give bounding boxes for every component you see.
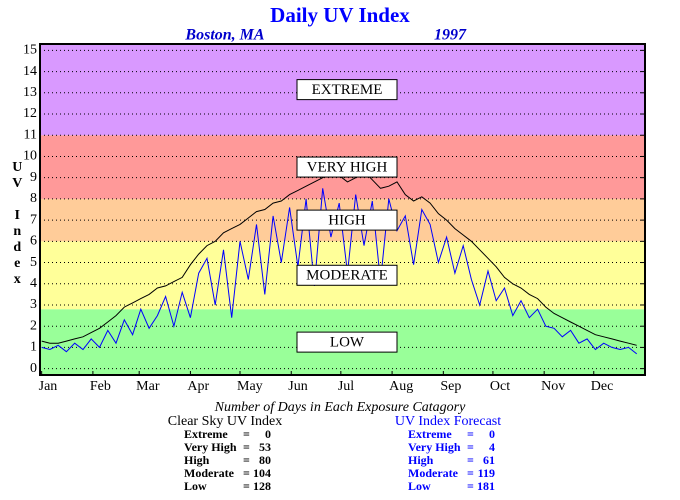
y-tick-label: 9 <box>30 170 37 185</box>
summary-count: 0 <box>489 427 495 441</box>
x-tick-label: Nov <box>541 379 565 394</box>
y-tick-label: 7 <box>30 212 37 227</box>
summary-count: 53 <box>259 440 271 454</box>
summary-count: 80 <box>259 453 271 467</box>
summary-category: Very High <box>184 440 237 454</box>
x-tick-label: Oct <box>490 379 510 394</box>
summary-category: Moderate <box>184 466 235 480</box>
summary-separator: = <box>243 427 250 441</box>
summary-separator: = <box>467 453 474 467</box>
summary-category: Extreme <box>408 427 452 441</box>
band-label: HIGH <box>328 213 366 229</box>
y-tick-label: 10 <box>23 149 37 164</box>
y-tick-label: 5 <box>30 255 37 270</box>
summary-category: Extreme <box>184 427 228 441</box>
band-label: EXTREME <box>312 82 383 98</box>
y-tick-label: 15 <box>23 43 37 58</box>
x-tick-label: Apr <box>187 379 209 394</box>
band-label: MODERATE <box>306 268 388 284</box>
x-tick-label: Mar <box>136 379 160 394</box>
summary-count: 0 <box>265 427 271 441</box>
y-tick-label: 1 <box>30 340 37 355</box>
summary-separator: = <box>243 479 250 493</box>
band-label: LOW <box>330 335 365 351</box>
y-tick-label: 13 <box>23 85 37 100</box>
summary-count: 119 <box>478 466 495 480</box>
summary-category: Moderate <box>408 466 459 480</box>
y-tick-label: 4 <box>30 276 37 291</box>
summary-count: 104 <box>253 466 271 480</box>
y-tick-label: 0 <box>30 361 37 376</box>
y-tick-label: 12 <box>23 106 37 121</box>
band-label-box <box>296 331 398 353</box>
y-tick-label: 2 <box>30 318 37 333</box>
subtitle-location: Boston, MA <box>184 27 264 44</box>
x-tick-label: Aug <box>389 379 413 394</box>
summary-category: Low <box>408 479 431 493</box>
x-tick-label: Dec <box>591 379 614 394</box>
band-label-box <box>296 264 398 286</box>
x-tick-label: Jan <box>39 379 58 394</box>
summary-category: High <box>184 453 210 467</box>
plot-frame <box>39 43 646 376</box>
summary-category: Low <box>184 479 207 493</box>
x-tick-label: Jul <box>338 379 354 394</box>
summary-separator: = <box>243 466 250 480</box>
summary-separator: = <box>467 466 474 480</box>
summary-heading: UV Index Forecast <box>395 414 501 429</box>
x-tick-label: May <box>237 379 263 394</box>
summary-separator: = <box>243 440 250 454</box>
y-tick-label: 3 <box>30 297 37 312</box>
summary-category: High <box>408 453 434 467</box>
chart-title: Daily UV Index <box>270 3 410 27</box>
summary-separator: = <box>467 479 474 493</box>
band-label-box <box>296 156 398 178</box>
summary-count: 128 <box>253 479 271 493</box>
band-label-box <box>296 79 398 101</box>
summary-separator: = <box>467 440 474 454</box>
uv-line <box>41 188 638 355</box>
y-axis-label: UV Index <box>10 160 25 288</box>
band-label-box <box>296 209 398 231</box>
summary-category: Very High <box>408 440 461 454</box>
summary-separator: = <box>243 453 250 467</box>
summary-separator: = <box>467 427 474 441</box>
y-tick-label: 14 <box>23 64 37 79</box>
y-tick-label: 11 <box>24 127 37 142</box>
y-tick-label: 6 <box>30 234 37 249</box>
band-label: VERY HIGH <box>307 160 388 176</box>
x-tick-label: Feb <box>90 379 111 394</box>
x-tick-label: Jun <box>288 379 307 394</box>
x-tick-label: Sep <box>440 379 461 394</box>
subtitle-year: 1997 <box>434 27 467 44</box>
summary-count: 61 <box>483 453 495 467</box>
summary-title: Number of Days in Each Exposure Catagory <box>214 400 466 415</box>
summary-count: 181 <box>477 479 495 493</box>
summary-count: 4 <box>489 440 495 454</box>
y-tick-label: 8 <box>30 191 37 206</box>
summary-heading: Clear Sky UV Index <box>168 414 282 429</box>
